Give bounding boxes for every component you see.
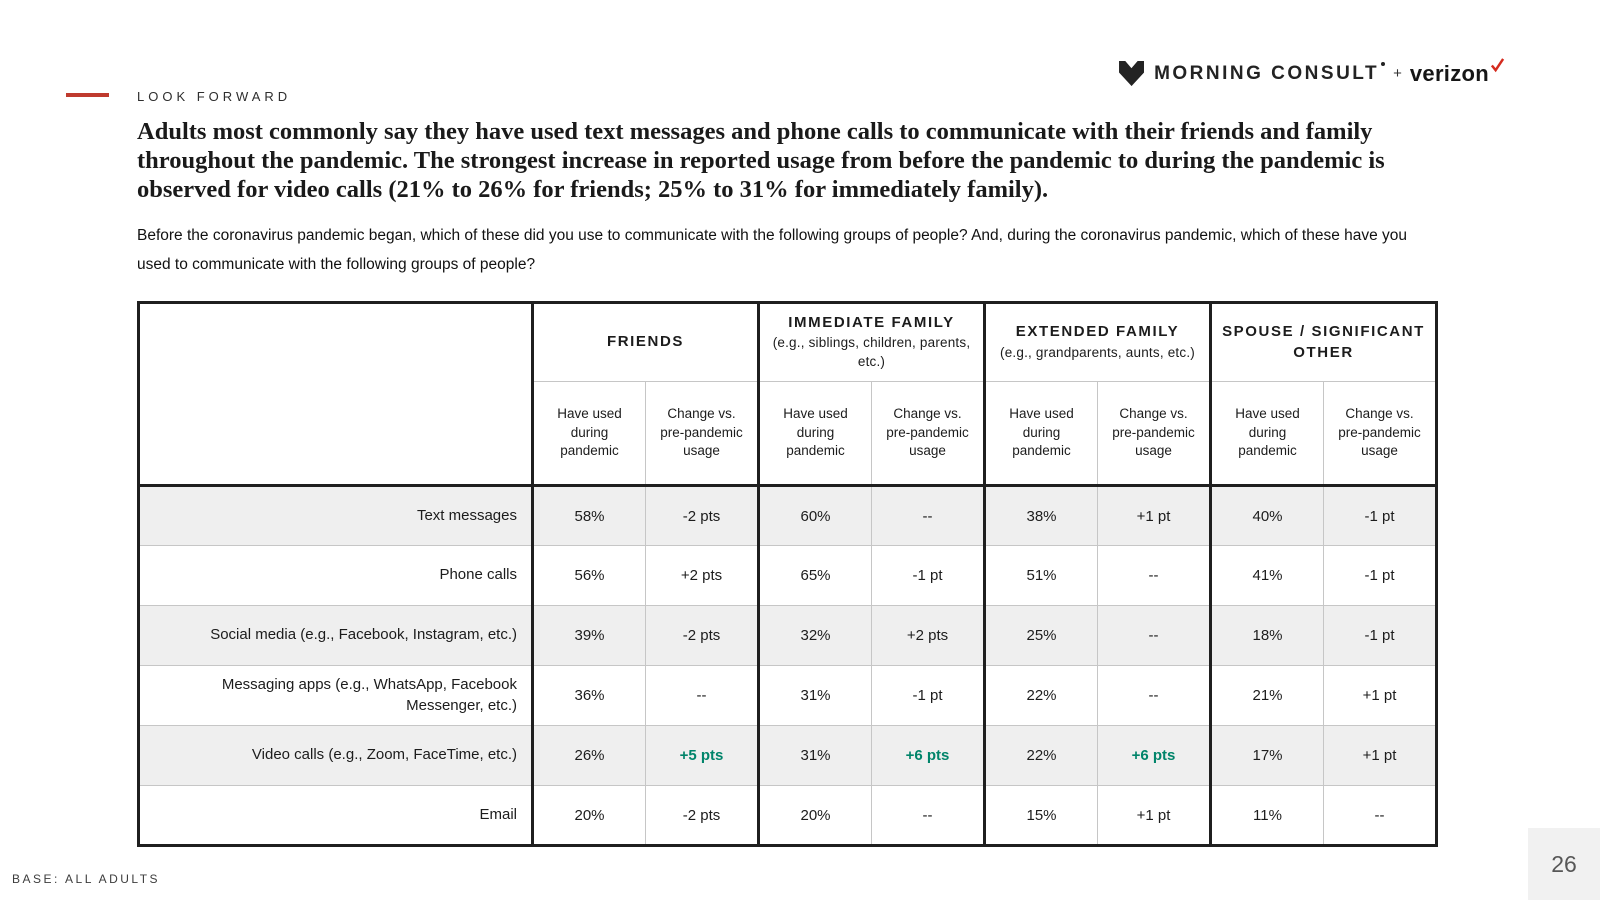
sub-header: Have used during pandemic [983, 381, 1098, 487]
change-cell: -- [1097, 605, 1212, 666]
change-cell: +1 pt [1097, 485, 1212, 546]
value-cell: 26% [531, 725, 646, 786]
change-cell: -2 pts [645, 785, 760, 846]
change-cell: -1 pt [1323, 605, 1438, 666]
table-row: Messaging apps (e.g., WhatsApp, Facebook… [138, 665, 1438, 726]
change-cell: -1 pt [871, 665, 986, 726]
value-cell: 20% [531, 785, 646, 846]
communication-table: FRIENDS IMMEDIATE FAMILY (e.g., siblings, … [137, 301, 1438, 847]
value-cell: 22% [983, 665, 1098, 726]
change-cell: -2 pts [645, 605, 760, 666]
value-cell: 21% [1209, 665, 1324, 726]
value-cell: 18% [1209, 605, 1324, 666]
value-cell: 51% [983, 545, 1098, 606]
value-cell: 65% [757, 545, 872, 606]
group-title: SPOUSE / SIGNIFICANT OTHER [1222, 323, 1425, 361]
table-wrap: FRIENDS IMMEDIATE FAMILY (e.g., siblings, … [137, 301, 1438, 847]
change-cell: -- [871, 485, 986, 546]
change-cell: -1 pt [1323, 545, 1438, 606]
eyebrow-label: LOOK FORWARD [137, 89, 292, 104]
group-title: FRIENDS [606, 333, 685, 351]
accent-line [66, 93, 109, 97]
change-cell: -1 pt [871, 545, 986, 606]
change-cell: +5 pts [645, 725, 760, 786]
sub-header: Change vs. pre-pandemic usage [1323, 381, 1438, 487]
change-cell: -2 pts [645, 485, 760, 546]
value-cell: 17% [1209, 725, 1324, 786]
survey-question: Before the coronavirus pandemic began, w… [137, 227, 1408, 273]
row-label: Social media (e.g., Facebook, Instagram,… [138, 605, 533, 666]
group-header: EXTENDED FAMILY (e.g., grandparents, aunt… [983, 302, 1212, 382]
value-cell: 32% [757, 605, 872, 666]
row-label: Text messages [138, 485, 533, 546]
table-row: Text messages 58% -2 pts 60% -- 38% +1 pt 40% -1… [138, 485, 1438, 546]
group-subtitle: (e.g., grandparents, aunts, etc.) [1000, 344, 1195, 360]
value-cell: 38% [983, 485, 1098, 546]
change-cell: +2 pts [645, 545, 760, 606]
value-cell: 15% [983, 785, 1098, 846]
change-cell: +2 pts [871, 605, 986, 666]
change-cell: -1 pt [1323, 485, 1438, 546]
sub-header: Have used during pandemic [531, 381, 646, 487]
value-cell: 36% [531, 665, 646, 726]
sub-header: Change vs. pre-pandemic usage [1097, 381, 1212, 487]
morning-consult-logo-icon [1119, 61, 1145, 86]
group-title: IMMEDIATE FAMILY [788, 313, 955, 331]
table-row: Video calls (e.g., Zoom, FaceTime, etc.)… [138, 725, 1438, 786]
change-cell: +1 pt [1323, 725, 1438, 786]
value-cell: 56% [531, 545, 646, 606]
sub-header: Have used during pandemic [757, 381, 872, 487]
row-label: Video calls (e.g., Zoom, FaceTime, etc.) [138, 725, 533, 786]
value-cell: 22% [983, 725, 1098, 786]
table-row: Social media (e.g., Facebook, Instagram,… [138, 605, 1438, 666]
group-header: IMMEDIATE FAMILY (e.g., siblings, childre… [757, 302, 986, 382]
table-row: Phone calls 56% +2 pts 65% -1 pt 51% -- 41% -1 p… [138, 545, 1438, 606]
table-corner-cell [138, 302, 534, 487]
value-cell: 31% [757, 725, 872, 786]
row-label: Messaging apps (e.g., WhatsApp, Facebook… [138, 665, 533, 726]
row-label: Phone calls [138, 545, 533, 606]
change-cell: +6 pts [871, 725, 986, 786]
change-cell: -- [871, 785, 986, 846]
value-cell: 60% [757, 485, 872, 546]
group-header: SPOUSE / SIGNIFICANT OTHER [1209, 302, 1438, 382]
change-cell: +1 pt [1323, 665, 1438, 726]
page-number-box: 26 [1528, 828, 1600, 900]
sub-header: Have used during pandemic [1209, 381, 1324, 487]
value-cell: 39% [531, 605, 646, 666]
change-cell: -- [1097, 665, 1212, 726]
verizon-wordmark: verizon [1409, 60, 1489, 86]
value-cell: 20% [757, 785, 872, 846]
sub-header: Change vs. pre-pandemic usage [871, 381, 986, 487]
value-cell: 40% [1209, 485, 1324, 546]
value-cell: 41% [1209, 545, 1324, 606]
group-header: FRIENDS [531, 302, 760, 382]
verizon-check-icon [1490, 58, 1505, 73]
sub-header: Change vs. pre-pandemic usage [645, 381, 760, 487]
group-subtitle: (e.g., siblings, children, parents, etc.… [772, 335, 971, 370]
slide-title: Adults most commonly say they have used … [137, 118, 1385, 203]
change-cell: +1 pt [1097, 785, 1212, 846]
trademark-dot-icon [1381, 62, 1386, 66]
change-cell: +6 pts [1097, 725, 1212, 786]
change-cell: -- [1323, 785, 1438, 846]
value-cell: 25% [983, 605, 1098, 666]
logo-lockup: MORNING CONSULT + verizon [1118, 58, 1505, 87]
value-cell: 31% [757, 665, 872, 726]
morning-consult-wordmark: MORNING CONSULT [1154, 62, 1380, 84]
group-title: EXTENDED FAMILY [1015, 323, 1180, 341]
plus-separator: + [1393, 65, 1402, 82]
page-number: 26 [1551, 850, 1577, 877]
change-cell: -- [1097, 545, 1212, 606]
value-cell: 11% [1209, 785, 1324, 846]
base-note: BASE: ALL ADULTS [12, 872, 161, 886]
value-cell: 58% [531, 485, 646, 546]
table-row: Email 20% -2 pts 20% -- 15% +1 pt 11% -- [138, 785, 1438, 846]
change-cell: -- [645, 665, 760, 726]
row-label: Email [138, 785, 533, 846]
